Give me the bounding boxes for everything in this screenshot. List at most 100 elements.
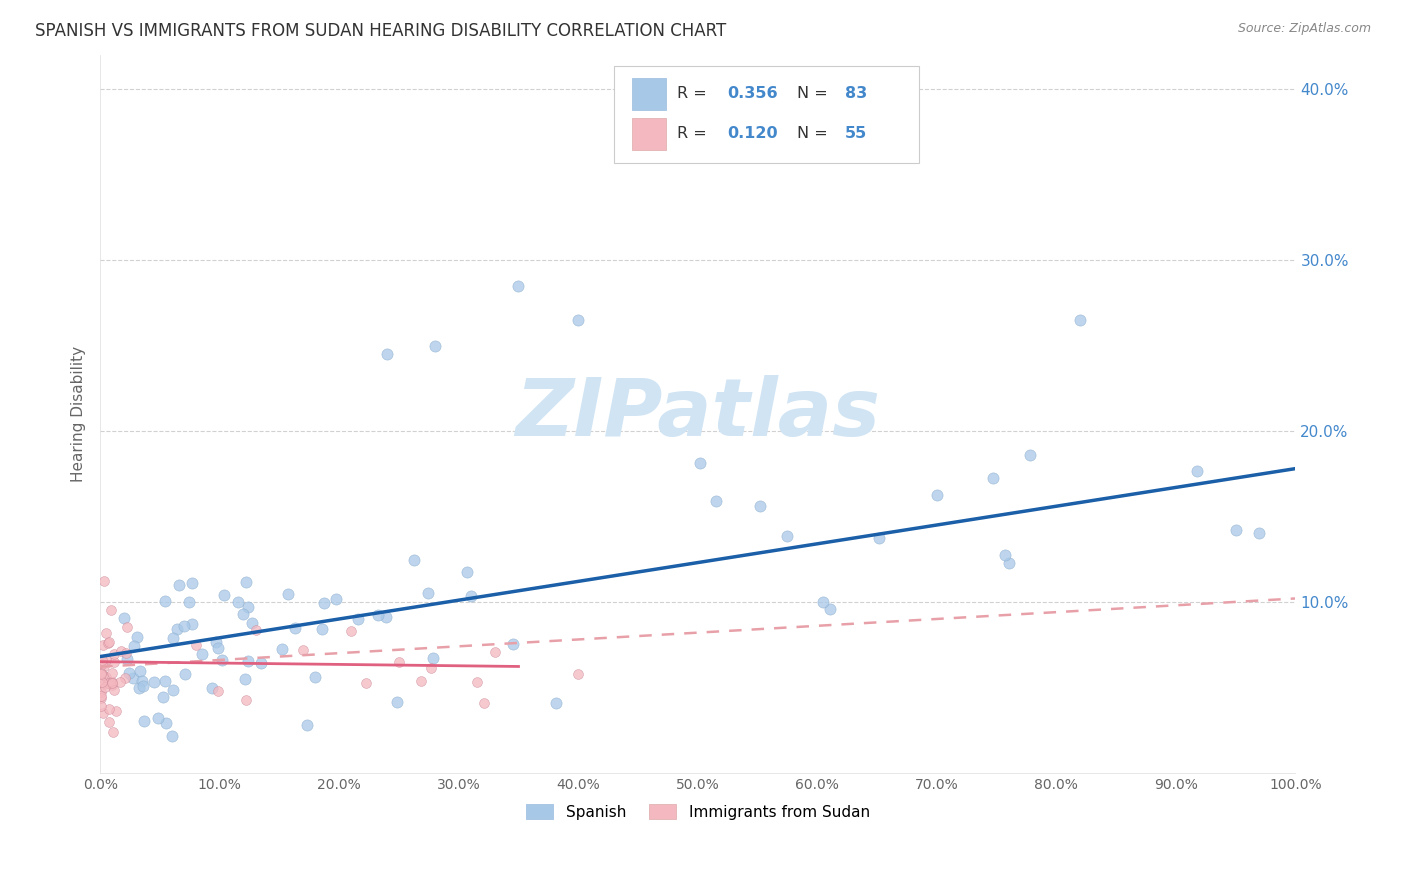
Point xyxy=(245,624,267,638)
Point xyxy=(201,681,224,696)
Point xyxy=(101,666,124,681)
Point xyxy=(295,718,318,732)
Point xyxy=(181,575,204,590)
Point xyxy=(207,641,229,656)
Point xyxy=(502,637,524,651)
Point xyxy=(423,338,446,352)
Point xyxy=(236,654,259,668)
Point xyxy=(354,676,377,690)
Point xyxy=(90,699,112,714)
Point xyxy=(250,656,273,670)
Point xyxy=(465,675,488,690)
Point xyxy=(100,676,122,690)
Point xyxy=(387,695,409,709)
Point xyxy=(105,704,128,718)
Point xyxy=(118,666,141,681)
Point xyxy=(160,730,183,744)
Text: 55: 55 xyxy=(845,126,868,141)
Point xyxy=(818,601,841,615)
Point xyxy=(128,681,150,696)
Point xyxy=(422,650,444,665)
Point xyxy=(207,683,229,698)
Point xyxy=(115,620,138,634)
Point xyxy=(131,673,153,688)
Point xyxy=(235,692,257,706)
Point xyxy=(91,653,114,667)
Point xyxy=(94,653,117,667)
Point xyxy=(375,347,398,361)
Point xyxy=(311,622,333,636)
Point xyxy=(112,610,135,624)
Point xyxy=(162,683,184,698)
Point xyxy=(142,675,165,690)
Point xyxy=(271,641,294,656)
Point xyxy=(90,689,112,703)
Point xyxy=(981,471,1004,485)
Point xyxy=(235,575,257,590)
Point xyxy=(97,676,120,690)
Point xyxy=(456,565,478,579)
Point xyxy=(98,635,121,649)
Point xyxy=(94,670,117,684)
Point xyxy=(232,607,254,621)
Point xyxy=(211,653,233,667)
Point xyxy=(240,616,263,631)
Point xyxy=(704,493,727,508)
Point xyxy=(129,664,152,678)
Point xyxy=(91,668,114,682)
Point xyxy=(103,655,125,669)
Point xyxy=(689,456,711,470)
Point xyxy=(122,671,145,685)
Point xyxy=(460,589,482,603)
Text: R =: R = xyxy=(678,126,713,141)
Point xyxy=(131,679,153,693)
Point xyxy=(1225,523,1247,537)
Point xyxy=(484,645,506,659)
Point xyxy=(214,588,236,602)
Y-axis label: Hearing Disability: Hearing Disability xyxy=(72,346,86,482)
Point xyxy=(101,676,124,690)
Point xyxy=(155,716,177,731)
Point xyxy=(748,500,770,514)
Point xyxy=(1185,464,1208,478)
Point xyxy=(114,671,136,685)
Point xyxy=(235,672,257,686)
Point xyxy=(146,711,169,725)
Point xyxy=(93,677,115,691)
Point xyxy=(132,714,155,728)
Point xyxy=(314,595,336,609)
Point xyxy=(98,675,121,690)
Text: SPANISH VS IMMIGRANTS FROM SUDAN HEARING DISABILITY CORRELATION CHART: SPANISH VS IMMIGRANTS FROM SUDAN HEARING… xyxy=(35,22,727,40)
Point xyxy=(776,529,799,543)
FancyBboxPatch shape xyxy=(633,78,665,110)
Point xyxy=(388,655,411,669)
Point xyxy=(179,595,201,609)
Point xyxy=(153,673,176,688)
Point xyxy=(339,624,361,638)
Point xyxy=(103,682,125,697)
Point xyxy=(411,673,433,688)
Point xyxy=(1069,313,1091,327)
Point xyxy=(374,610,396,624)
Point xyxy=(472,696,495,710)
Point xyxy=(167,578,190,592)
Point xyxy=(567,313,589,327)
Point xyxy=(94,626,117,640)
Point xyxy=(110,644,132,658)
Point xyxy=(115,646,138,660)
Point xyxy=(325,592,347,607)
Point xyxy=(91,639,114,653)
Point xyxy=(205,634,228,648)
Text: ZIPatlas: ZIPatlas xyxy=(515,375,880,453)
Text: N =: N = xyxy=(797,126,832,141)
Point xyxy=(166,622,188,636)
Point xyxy=(633,134,655,148)
Point xyxy=(155,594,177,608)
FancyBboxPatch shape xyxy=(633,118,665,150)
Point xyxy=(191,647,214,661)
Point xyxy=(347,611,370,625)
Point xyxy=(90,685,112,699)
Point xyxy=(173,619,195,633)
Point xyxy=(162,631,184,645)
Text: 83: 83 xyxy=(845,86,868,101)
